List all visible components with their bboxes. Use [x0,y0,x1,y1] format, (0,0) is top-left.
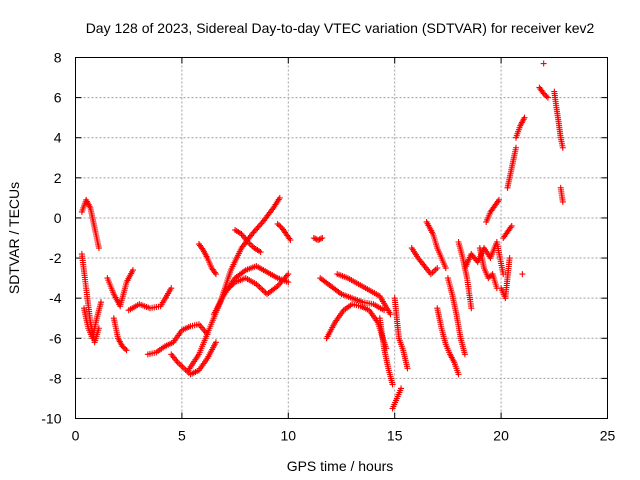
data-point [275,281,282,288]
x-tick-label: 25 [600,428,616,444]
data-point [398,385,405,392]
data-point [98,299,105,306]
data-point [542,91,549,98]
x-tick-label: 10 [281,428,297,444]
x-tick-label: 15 [387,428,403,444]
axis-ticks: 0 5 10 15 20 25 -10 -8 -6 -4 -2 0 2 4 6 8 [41,50,615,444]
data-point [257,249,264,256]
data-point [287,237,294,244]
y-tick-label: 6 [54,90,62,106]
data-point [317,235,324,242]
data-point [256,283,263,290]
data-point [519,271,526,278]
data-point [387,311,394,318]
data-point [285,271,292,278]
data-point [255,223,262,230]
data-point [95,245,102,252]
data-point [559,144,566,151]
x-axis-label: GPS time / hours [287,458,394,474]
data-points [78,60,566,412]
y-axis-label: SDTVAR / TECUs [6,182,22,294]
data-point [257,285,264,292]
data-point [455,371,462,378]
data-point [316,236,323,243]
data-point [468,305,475,312]
data-point [442,265,449,272]
y-tick-label: -2 [49,250,62,266]
data-point [285,279,292,286]
data-point [129,267,136,274]
data-point [559,198,566,205]
data-point [389,381,396,388]
data-point [168,285,175,292]
data-point [434,265,441,272]
data-point [212,339,219,346]
data-point [274,220,281,227]
data-point [500,271,507,278]
data-point [123,347,130,354]
x-tick-label: 0 [72,428,80,444]
data-point [404,365,411,372]
data-point [283,272,290,279]
y-tick-label: -4 [49,290,62,306]
y-tick-label: 4 [54,130,62,146]
grid [75,57,608,419]
data-point [276,222,283,229]
data-point [257,221,264,228]
data-point [495,196,502,203]
data-point [508,222,515,229]
y-tick-label: 2 [54,170,62,186]
data-point [254,224,261,231]
data-point [212,271,219,278]
data-point [506,255,513,262]
data-point [312,235,319,242]
data-point [544,94,551,101]
y-tick-label: -10 [41,411,61,427]
x-tick-label: 5 [178,428,186,444]
data-point [319,235,326,241]
data-point [315,237,322,244]
data-point [540,90,547,97]
x-tick-label: 20 [493,428,509,444]
y-tick-label: 0 [54,210,62,226]
data-point [119,343,126,350]
data-point [485,275,492,282]
chart-title: Day 128 of 2023, Sidereal Day-to-day VTE… [86,20,595,36]
data-point [540,60,547,67]
data-point [251,227,258,234]
data-point [486,273,493,280]
data-point [120,344,127,351]
plot-frame [75,57,608,419]
data-point [310,235,317,241]
data-point [461,351,468,358]
data-point [259,286,266,293]
data-point [521,114,528,121]
data-point [543,93,550,100]
y-tick-label: -6 [49,330,62,346]
y-tick-label: -8 [49,370,62,386]
data-point [253,226,260,233]
data-point [276,194,283,201]
data-point [122,345,129,352]
y-tick-label: 8 [54,50,62,66]
data-point [512,144,519,151]
